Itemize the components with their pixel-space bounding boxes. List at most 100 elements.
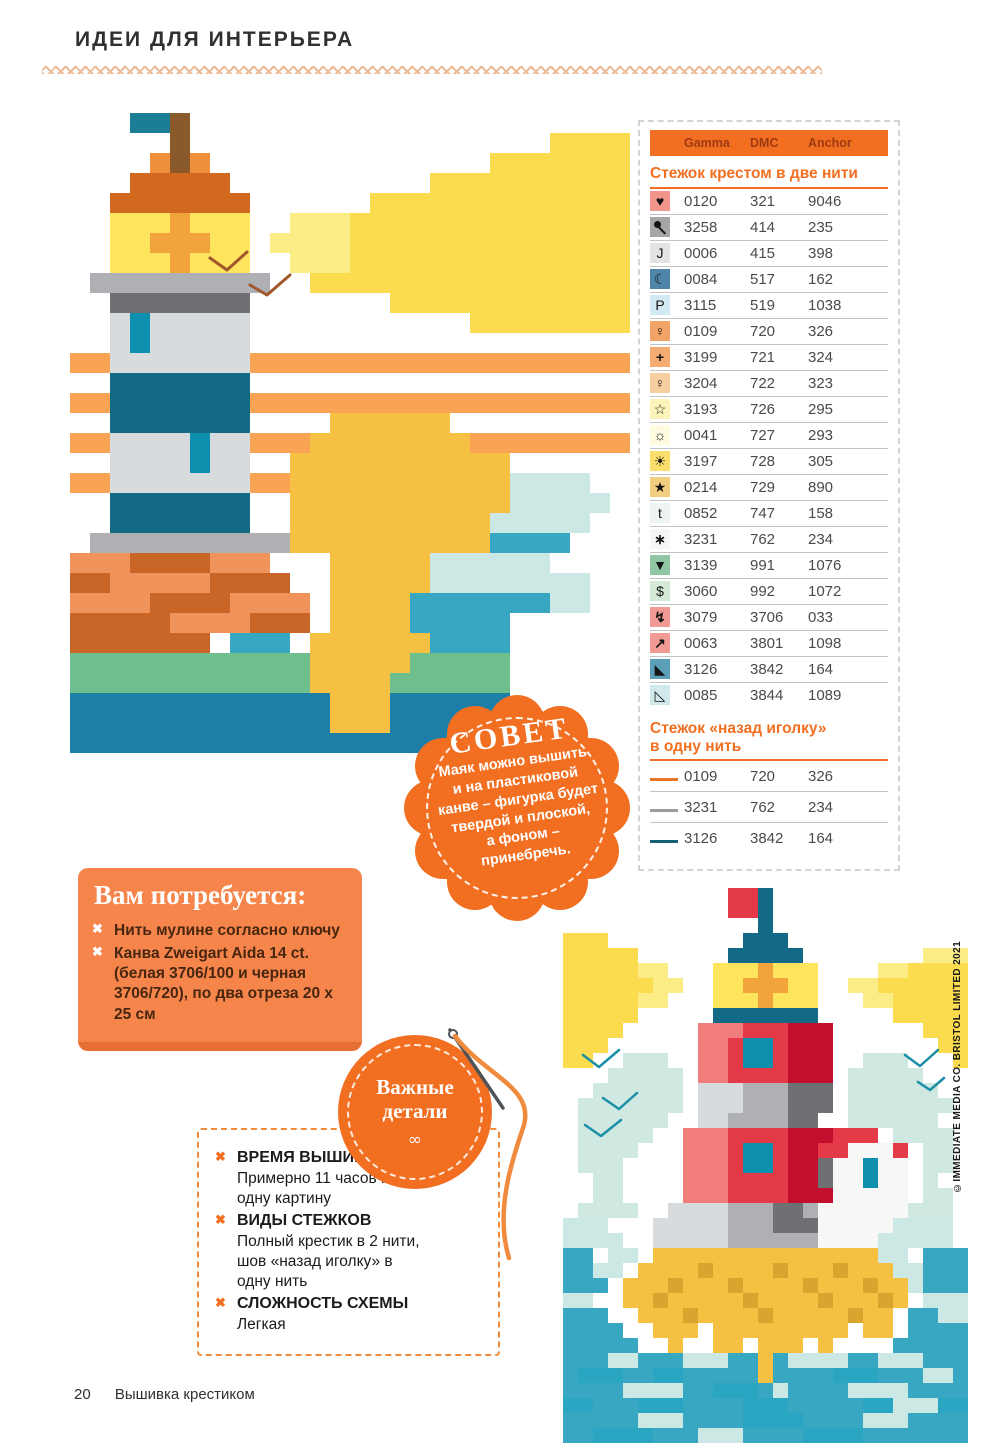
stitch-block <box>818 1338 833 1353</box>
gamma-value: 0852 <box>684 504 718 522</box>
detail-text: Полный крестик в 2 нити, шов «назад игол… <box>237 1232 420 1291</box>
stitch-block <box>170 113 190 133</box>
stitch-block <box>563 993 638 1008</box>
anchor-value: 9046 <box>808 192 842 210</box>
anchor-value: 1038 <box>808 296 842 314</box>
stitch-block <box>803 1278 818 1293</box>
stitch-block <box>330 593 410 613</box>
stitch-block <box>698 1263 713 1278</box>
stitch-block <box>310 633 430 653</box>
stitch-block <box>863 1158 878 1173</box>
stitch-block <box>923 1263 968 1278</box>
stitch-block <box>773 1203 803 1218</box>
stitch-block <box>698 1098 743 1113</box>
stitch-block <box>773 1218 818 1233</box>
gamma-value: 3199 <box>684 348 718 366</box>
stitch-block <box>923 1368 953 1383</box>
dmc-value: 747 <box>750 504 776 522</box>
stitch-block <box>683 1308 698 1323</box>
stitch-block <box>578 1368 623 1383</box>
stitch-block <box>563 1293 593 1308</box>
stitch-block <box>923 1023 968 1038</box>
stitch-block <box>130 113 170 133</box>
requirements-list: ✖ Нить мулине согласно ключу ✖ Канва Zweiga… <box>92 921 348 1025</box>
stitch-block <box>90 273 270 293</box>
stitch-block <box>653 978 683 993</box>
stitch-block <box>728 1218 773 1233</box>
dmc-column-header: DMC <box>750 136 779 150</box>
stitch-block <box>563 1398 968 1413</box>
stitch-block <box>923 1293 968 1308</box>
gamma-value: 3193 <box>684 400 718 418</box>
x-bullet-icon: ✖ <box>215 1295 226 1311</box>
stitch-block <box>563 1023 623 1038</box>
detail-text: Примерно 11 часов на одну картину <box>237 1169 399 1207</box>
stitch-block <box>638 963 668 978</box>
stitch-block <box>290 473 510 493</box>
stitch-block <box>290 513 510 533</box>
stitch-block <box>728 1053 743 1068</box>
stitch-block <box>70 473 110 493</box>
key-row: ↯ 3079 3706 033 <box>650 605 888 631</box>
stitch-block <box>863 1053 908 1068</box>
stitch-block <box>743 933 788 948</box>
stitch-block <box>878 1353 923 1368</box>
page-footer: 20 Вышивка крестиком <box>74 1386 255 1403</box>
stitch-block <box>430 633 510 653</box>
stitch-block <box>908 1323 968 1338</box>
gamma-value: 0109 <box>684 322 718 340</box>
stitch-block <box>773 1053 788 1068</box>
stitch-block <box>713 1008 818 1023</box>
stitch-block <box>170 253 190 273</box>
stitch-block <box>698 1023 743 1038</box>
stitch-block <box>698 1113 728 1128</box>
key-row: ☾ 0084 517 162 <box>650 267 888 293</box>
gamma-value: 3079 <box>684 608 718 626</box>
stitch-block <box>330 693 390 713</box>
requirement-item: ✖ Нить мулине согласно ключу <box>92 921 340 939</box>
stitch-block <box>150 593 230 613</box>
stitch-block <box>593 1428 653 1443</box>
details-list: ✖ ВРЕМЯ ВЫШИВКИ Примерно 11 часов на одну … <box>215 1148 484 1335</box>
stitch-block <box>170 133 190 153</box>
dmc-value: 414 <box>750 218 776 236</box>
stitch-block <box>908 1428 953 1443</box>
dmc-value: 519 <box>750 296 776 314</box>
stitch-block <box>70 613 170 633</box>
stitch-block <box>878 978 968 993</box>
stitch-block <box>250 613 310 633</box>
stitch-block <box>848 1068 923 1083</box>
star-filled-icon: ★ <box>650 477 670 498</box>
anchor-value: 324 <box>808 348 834 366</box>
stitch-block <box>563 1038 608 1053</box>
key-row: ☼ 0041 727 293 <box>650 423 888 449</box>
gamma-value: 0006 <box>684 244 718 262</box>
stitch-block <box>893 1128 953 1143</box>
stitch-block <box>728 1188 788 1203</box>
stitch-block <box>788 1053 833 1068</box>
dmc-value: 722 <box>750 374 776 392</box>
stitch-block <box>350 253 630 273</box>
stitch-block <box>190 253 250 273</box>
stitch-block <box>230 593 310 613</box>
stitch-block <box>70 653 310 673</box>
stitch-block <box>698 1068 728 1083</box>
anchor-value: 295 <box>808 400 834 418</box>
key-row: ∗ 3231 762 234 <box>650 527 888 553</box>
backstitch-row: 3231 762 234 <box>650 792 888 824</box>
birds-icon-right <box>903 1048 946 1092</box>
dmc-value: 3844 <box>750 686 784 704</box>
dmc-value: 3842 <box>750 829 784 847</box>
stitch-block <box>668 1338 683 1353</box>
x-bullet-icon: ✖ <box>215 1212 226 1228</box>
stitch-block <box>608 1068 683 1083</box>
dmc-value: 727 <box>750 426 776 444</box>
stitch-block <box>653 1323 698 1338</box>
plus-icon: + <box>650 347 670 368</box>
stitch-block <box>938 1308 968 1323</box>
stitch-block <box>110 493 250 513</box>
stitch-block <box>833 1368 878 1383</box>
stitch-block <box>330 613 410 633</box>
thread-swirl-icon: ∞ <box>407 1130 423 1151</box>
dmc-value: 762 <box>750 798 776 816</box>
